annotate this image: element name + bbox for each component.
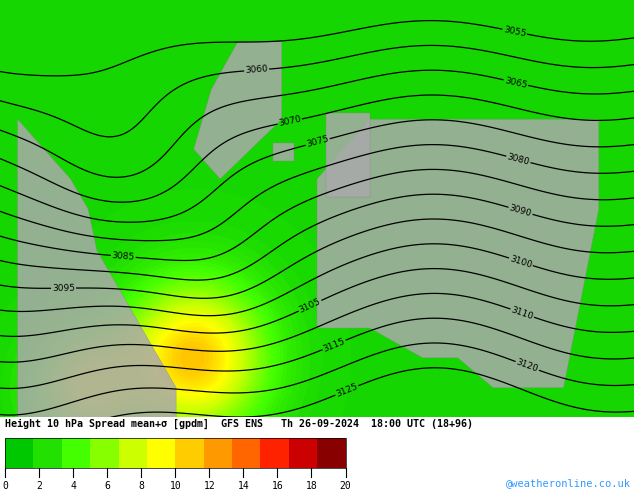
Bar — [90, 438, 119, 468]
Text: 12: 12 — [204, 481, 215, 490]
Bar — [175, 438, 204, 468]
Text: 3125: 3125 — [335, 382, 359, 399]
Bar — [5, 438, 346, 468]
Text: 4: 4 — [70, 481, 76, 490]
Text: 6: 6 — [104, 481, 110, 490]
Bar — [317, 438, 346, 468]
Bar — [119, 438, 147, 468]
Text: 3085: 3085 — [112, 251, 135, 262]
Bar — [5, 438, 34, 468]
Text: 3065: 3065 — [503, 75, 528, 90]
Text: 3115: 3115 — [322, 337, 347, 353]
Text: 3055: 3055 — [502, 25, 527, 38]
Text: 2: 2 — [36, 481, 42, 490]
Text: 3095: 3095 — [52, 284, 75, 293]
Text: 3105: 3105 — [298, 297, 322, 315]
Bar — [289, 438, 317, 468]
Text: 8: 8 — [138, 481, 144, 490]
Bar — [204, 438, 232, 468]
Text: 3120: 3120 — [515, 358, 540, 374]
Bar — [34, 438, 61, 468]
Bar — [261, 438, 289, 468]
Text: 3110: 3110 — [510, 305, 534, 321]
Text: 3070: 3070 — [278, 115, 302, 128]
Text: Height 10 hPa Spread mean+σ [gpdm]  GFS ENS   Th 26-09-2024  18:00 UTC (18+96): Height 10 hPa Spread mean+σ [gpdm] GFS E… — [5, 419, 473, 429]
Text: 14: 14 — [238, 481, 249, 490]
Text: 18: 18 — [306, 481, 318, 490]
Bar — [232, 438, 261, 468]
Bar — [62, 438, 90, 468]
Text: 3060: 3060 — [245, 65, 268, 75]
Text: 10: 10 — [169, 481, 181, 490]
Text: 3100: 3100 — [508, 254, 533, 270]
Text: 16: 16 — [271, 481, 283, 490]
Text: 0: 0 — [2, 481, 8, 490]
Text: 3090: 3090 — [508, 203, 533, 219]
Bar — [147, 438, 175, 468]
Text: 3080: 3080 — [506, 152, 531, 167]
Text: 3075: 3075 — [306, 135, 330, 149]
Text: 20: 20 — [340, 481, 351, 490]
Text: @weatheronline.co.uk: @weatheronline.co.uk — [506, 479, 631, 489]
